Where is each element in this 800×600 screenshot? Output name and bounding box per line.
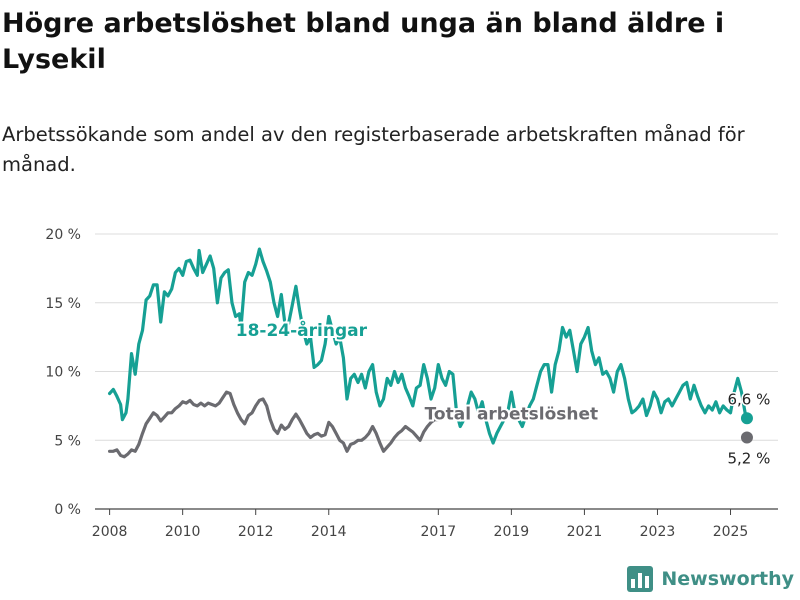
series-annotation: 18-24-åringar xyxy=(236,319,368,341)
y-axis: 0 % 5 % 10 % 15 % 20 % xyxy=(45,227,81,518)
y-tick-label: 20 % xyxy=(45,227,81,243)
series-annotations: 6,6 % 5,2 % 18-24-åringar Total arbetslöshe… xyxy=(234,317,772,468)
x-tick-label: 2023 xyxy=(640,524,676,540)
x-tick-label: 2021 xyxy=(567,524,603,540)
brand-name: Newsworthy xyxy=(661,568,794,590)
bar-chart-logo-icon xyxy=(627,566,654,592)
series-line xyxy=(108,390,440,459)
x-tick-label: 2025 xyxy=(713,524,749,540)
series-annotation: Total arbetslöshet xyxy=(425,405,599,425)
series-end-point xyxy=(740,412,753,425)
y-tick-label: 15 % xyxy=(45,296,81,312)
x-tick-label: 2019 xyxy=(494,524,530,540)
chart-title: Högre arbetslöshet bland unga än bland ä… xyxy=(2,8,725,75)
x-tick-label: 2012 xyxy=(238,524,274,540)
x-axis: 2008 2010 2012 2014 2017 2019 2021 2023 2025 xyxy=(92,509,749,540)
series-line xyxy=(108,247,751,445)
chart-subtitle: Arbetssökande som andel av den registerb… xyxy=(2,123,745,176)
x-tick-label: 2010 xyxy=(165,524,201,540)
y-tick-label: 5 % xyxy=(54,433,81,449)
newsworthy-branding: Newsworthy xyxy=(627,566,794,592)
series-end-point xyxy=(740,431,753,444)
x-tick-label: 2017 xyxy=(421,524,457,540)
x-tick-label: 2008 xyxy=(92,524,128,540)
series-lines xyxy=(108,247,753,459)
y-tick-label: 10 % xyxy=(45,365,81,381)
x-tick-label: 2014 xyxy=(311,524,347,540)
end-value-label: 6,6 % xyxy=(728,390,771,408)
line-chart: 0 %5 %10 %15 %20 % 2008 2010 2012 2014 2017 2… xyxy=(45,227,778,540)
end-value-label: 5,2 % xyxy=(728,450,771,468)
y-tick-label: 0 % xyxy=(54,502,81,518)
